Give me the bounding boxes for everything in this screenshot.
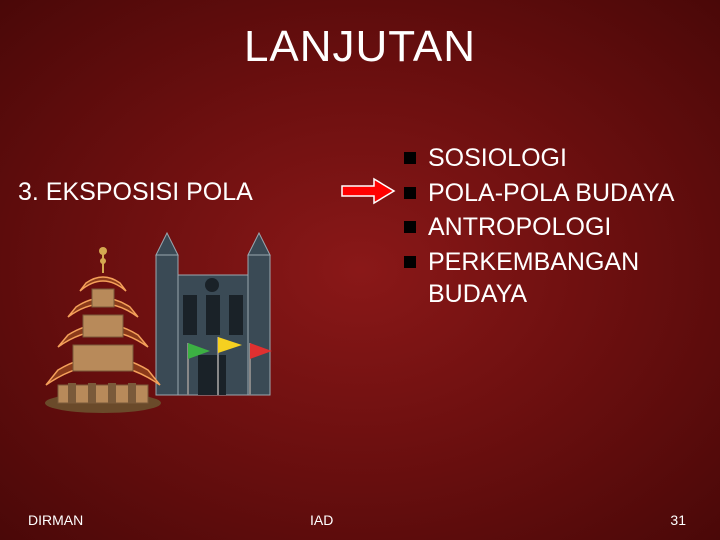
list-item: SOSIOLOGI xyxy=(400,142,720,175)
left-column: 3. EKSPOSISI POLA xyxy=(0,142,340,420)
arrow-column xyxy=(340,142,400,420)
arrow-icon xyxy=(340,176,400,206)
footer-center: IAD xyxy=(310,512,510,528)
list-item: ANTROPOLOGI xyxy=(400,211,720,244)
subtitle: 3. EKSPOSISI POLA xyxy=(18,142,340,207)
pagoda-icon xyxy=(45,247,161,413)
list-item: POLA-POLA BUDAYA xyxy=(400,177,720,210)
cathedral-icon xyxy=(156,233,272,395)
content-area: 3. EKSPOSISI POLA xyxy=(0,72,720,420)
slide-title: LANJUTAN xyxy=(0,0,720,72)
list-item: PERKEMBANGAN BUDAYA xyxy=(400,246,720,311)
footer-author: DIRMAN xyxy=(0,512,310,528)
footer: DIRMAN IAD 31 xyxy=(0,512,720,528)
building-illustration xyxy=(38,225,340,420)
right-column: SOSIOLOGI POLA-POLA BUDAYA ANTROPOLOGI P… xyxy=(400,142,720,420)
bullet-list: SOSIOLOGI POLA-POLA BUDAYA ANTROPOLOGI P… xyxy=(400,142,720,311)
page-number: 31 xyxy=(510,512,720,528)
